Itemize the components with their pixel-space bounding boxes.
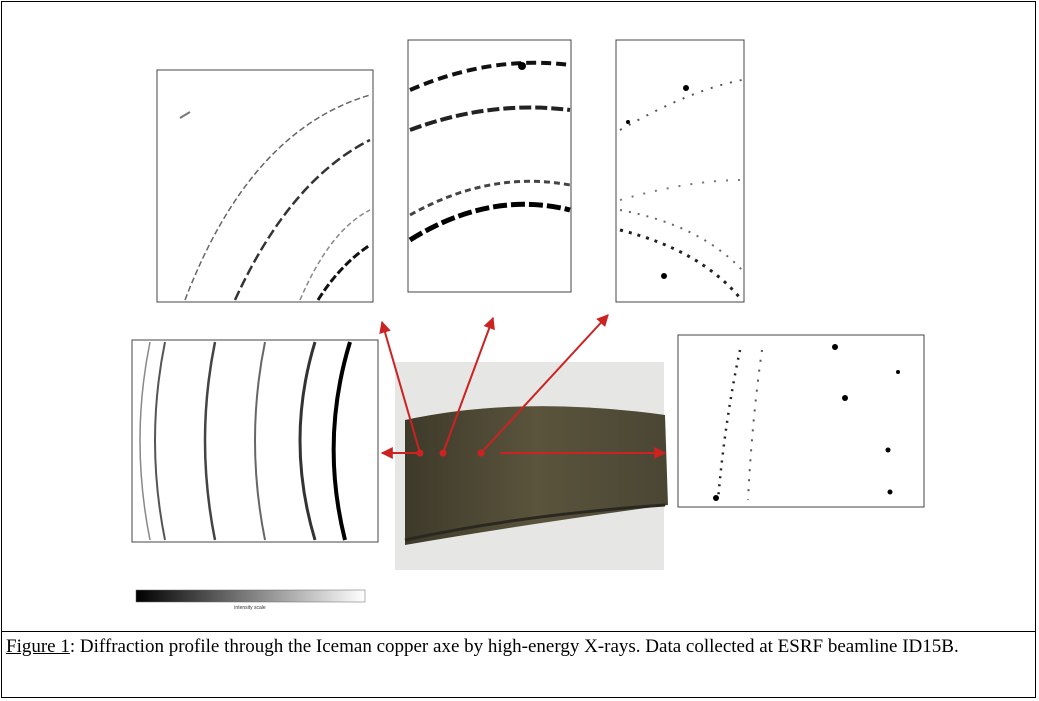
caption-rule xyxy=(1,631,1036,632)
figure-caption: Figure 1: Diffraction profile through th… xyxy=(6,633,1026,660)
axe-photo xyxy=(395,362,668,570)
caption-text: : Diffraction profile through the Iceman… xyxy=(69,636,959,657)
pointer-arrows xyxy=(379,314,667,459)
intensity-scale-label: intensity scale xyxy=(234,605,266,611)
diffraction-panel-bottom-left xyxy=(131,339,379,543)
figure-label: Figure 1 xyxy=(6,636,70,657)
intensity-scale: intensity scale xyxy=(135,589,366,611)
diffraction-panel-top-center xyxy=(407,39,572,293)
diffraction-panel-bottom-right xyxy=(677,334,925,508)
figure-artwork: intensity scale xyxy=(131,39,925,611)
diffraction-panel-top-right xyxy=(615,39,745,303)
diffraction-panel-top-left xyxy=(156,69,374,303)
